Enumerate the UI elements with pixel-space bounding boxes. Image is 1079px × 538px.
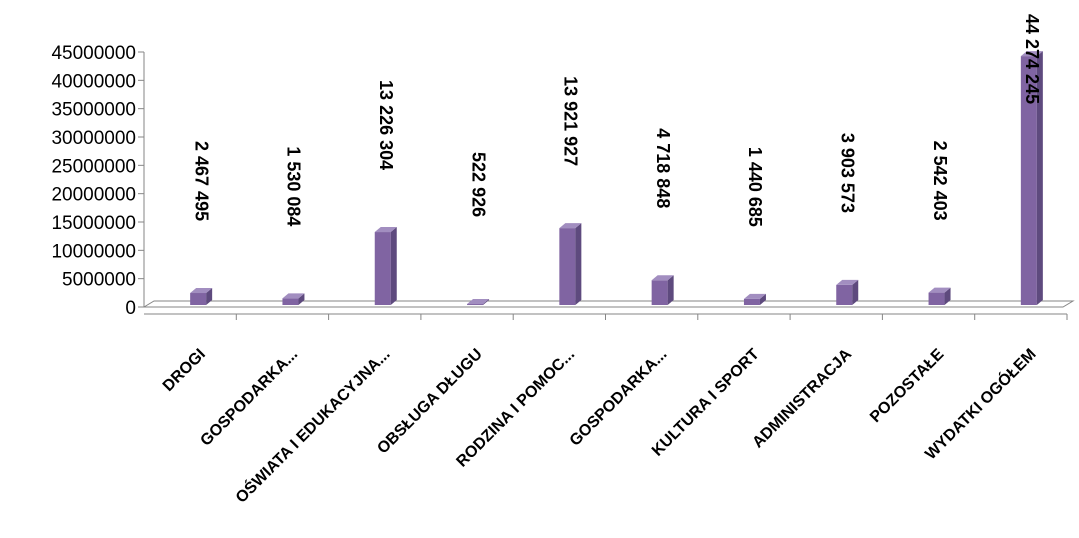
bar-top [190, 288, 213, 294]
bar-front [374, 232, 391, 305]
chart-data-labels: 2 467 495 1 530 084 13 226 304 522 926 13 92… [191, 14, 1042, 227]
data-label: 13 226 304 [376, 80, 396, 170]
y-tick-label: 30000000 [51, 128, 136, 149]
y-tick-label: 40000000 [51, 71, 136, 92]
x-tick-label: GOSPODARKA... [197, 346, 301, 450]
data-label: 2 542 403 [930, 141, 950, 221]
bar-side [575, 223, 582, 305]
y-tick-label: 0 [125, 298, 136, 319]
y-tick-label: 15000000 [51, 213, 136, 234]
bar-front [467, 304, 484, 306]
bar-side [759, 293, 766, 305]
x-tick-label: DROGI [160, 346, 209, 395]
bar-top [928, 287, 951, 293]
bar-front [836, 284, 853, 305]
bar-front [559, 228, 576, 305]
bar-top [651, 275, 674, 281]
bar-side [1036, 51, 1043, 305]
bar [559, 223, 582, 305]
bar-side [667, 275, 674, 305]
x-tick-label: GOSPODARKA... [567, 346, 671, 450]
y-tick-label: 10000000 [51, 241, 136, 262]
y-tick-label: 45000000 [51, 43, 136, 64]
bar [1020, 51, 1043, 305]
data-label: 13 921 927 [561, 76, 581, 166]
bar-side [483, 299, 490, 305]
bar-front [282, 298, 299, 305]
bar-top [836, 279, 859, 285]
y-tick-label: 25000000 [51, 156, 136, 177]
bar-top [559, 223, 582, 229]
chart-bars [190, 51, 1043, 306]
bar-front [743, 298, 760, 305]
bar [467, 299, 490, 306]
bar [836, 279, 859, 305]
bar-top [743, 293, 766, 299]
bar-top [374, 227, 397, 233]
bar-front [1020, 56, 1037, 305]
bar [743, 293, 766, 305]
bar-side [390, 227, 397, 305]
x-tick-label: KULTURA I SPORT [649, 346, 763, 460]
bar-top [1020, 51, 1043, 57]
bar [651, 275, 674, 305]
bar-front [928, 292, 945, 305]
y-tick-label: 35000000 [51, 100, 136, 121]
bar-side [852, 279, 859, 305]
x-tick-label: OŚWIATA I EDUKACYJNA... [231, 344, 393, 506]
x-tick-label: ADMINISTRACJA [749, 345, 855, 451]
data-label: 4 718 848 [653, 128, 673, 208]
data-label: 1 440 685 [745, 147, 765, 227]
bar-front [651, 280, 668, 305]
bar [374, 227, 397, 305]
bar [282, 293, 305, 305]
data-label: 3 903 573 [838, 133, 858, 213]
y-tick-label: 20000000 [51, 185, 136, 206]
data-label: 44 274 245 [1022, 14, 1042, 104]
bar-top [467, 299, 490, 305]
bar-side [944, 287, 951, 305]
bar [928, 287, 951, 305]
bar-side [298, 293, 305, 305]
data-label: 1 530 084 [284, 146, 304, 226]
bar-front [190, 293, 207, 305]
x-tick-label: POZOSTAŁE [867, 346, 948, 427]
x-tick-label: OBSŁUGA DŁUGU [374, 346, 486, 458]
data-label: 2 467 495 [191, 141, 211, 221]
bar-side [206, 288, 213, 305]
bar [190, 288, 213, 305]
y-tick-label: 5000000 [62, 270, 136, 291]
data-label: 522 926 [468, 152, 488, 217]
bar-top [282, 293, 305, 299]
